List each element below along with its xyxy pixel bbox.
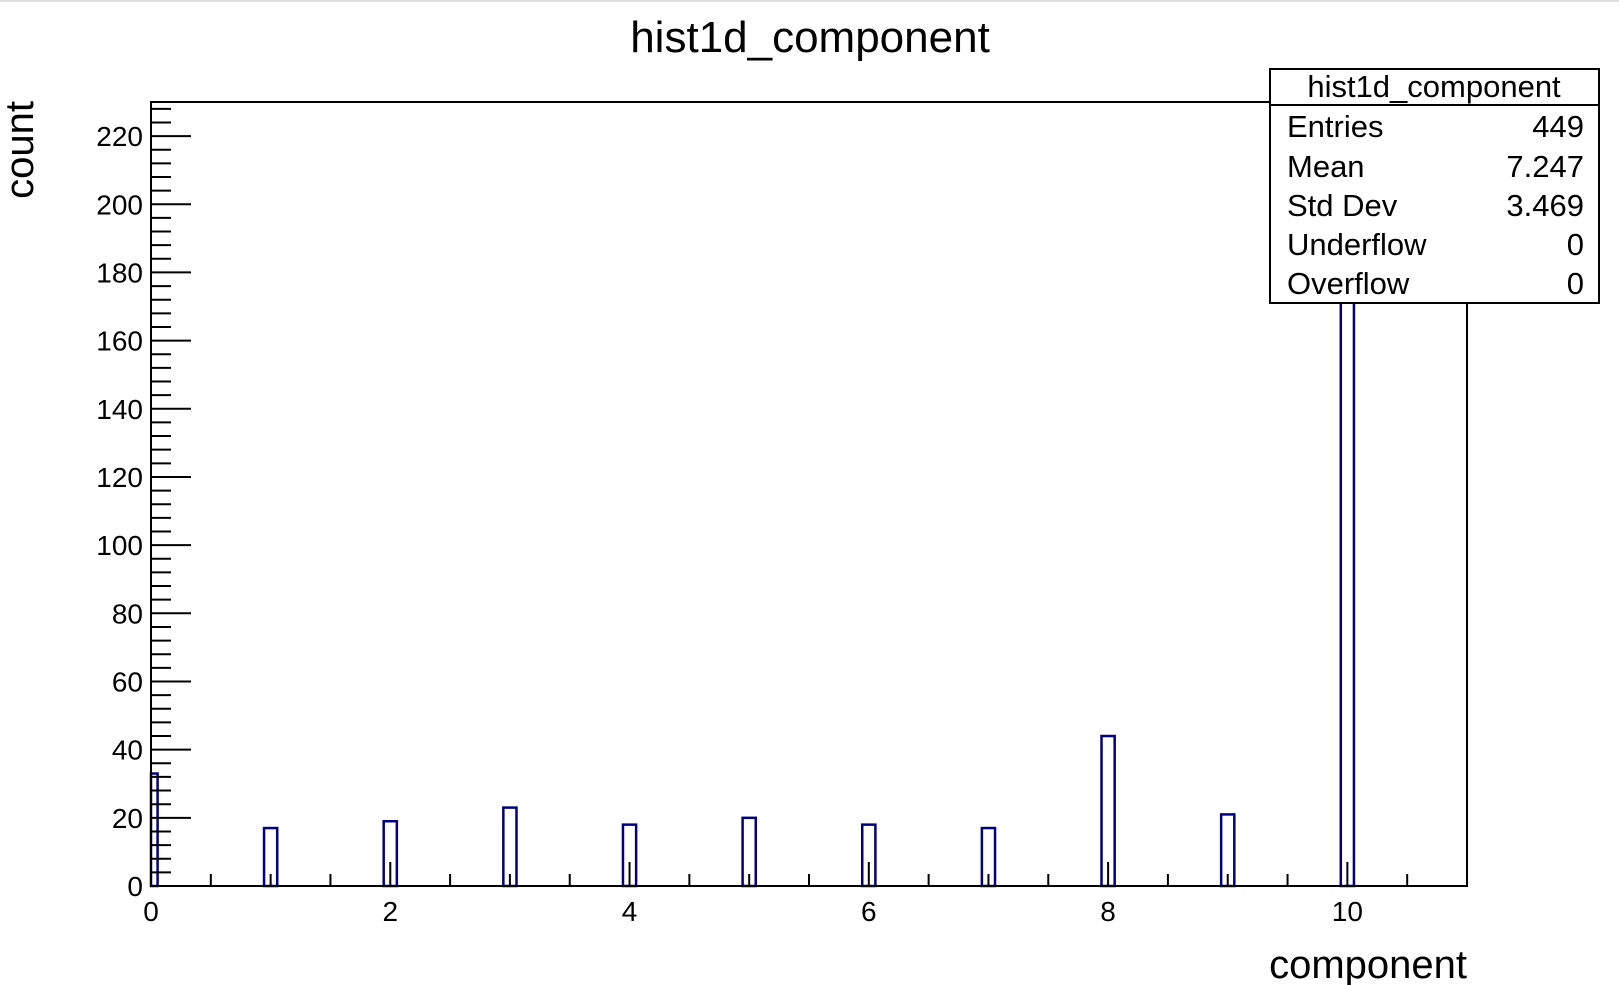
- stats-row-label: Entries: [1287, 109, 1383, 144]
- chart-title: hist1d_component: [630, 13, 990, 62]
- y-tick-label: 40: [112, 735, 143, 766]
- y-tick-label: 160: [96, 326, 143, 357]
- y-tick-label: 220: [96, 121, 143, 152]
- x-tick-label: 4: [622, 896, 638, 927]
- y-tick-label: 180: [96, 257, 143, 288]
- stats-row-value: 3.469: [1506, 188, 1584, 223]
- x-tick-label: 0: [143, 896, 159, 927]
- y-tick-label: 20: [112, 803, 143, 834]
- stats-box: hist1d_component Entries 449 Mean 7.247 Std …: [1269, 68, 1600, 304]
- y-tick-label: 140: [96, 394, 143, 425]
- x-axis-label: component: [1269, 943, 1467, 985]
- x-tick-label: 8: [1100, 896, 1116, 927]
- y-tick-label: 60: [112, 666, 143, 697]
- stats-box-title: hist1d_component: [1307, 69, 1561, 104]
- y-tick-label: 200: [96, 189, 143, 220]
- y-tick-label: 120: [96, 462, 143, 493]
- stats-row-value: 7.247: [1506, 149, 1584, 184]
- stats-row-value: 0: [1567, 227, 1584, 262]
- stats-box-frame: [1269, 68, 1600, 304]
- stats-row-value: 449: [1532, 109, 1584, 144]
- stats-rows: Entries 449 Mean 7.247 Std Dev 3.469 Underflow…: [1287, 109, 1584, 301]
- stats-row-label: Std Dev: [1287, 188, 1398, 223]
- stats-row-value: 0: [1567, 266, 1584, 301]
- stats-row-label: Overflow: [1287, 266, 1410, 301]
- y-axis-label: count: [0, 101, 42, 199]
- y-axis: 0 20 40 60 80 100 120 140 160 180 200 220: [96, 107, 191, 902]
- x-tick-label: 6: [861, 896, 877, 927]
- y-tick-label: 0: [127, 871, 143, 902]
- x-tick-label: 2: [382, 896, 398, 927]
- y-tick-label: 100: [96, 530, 143, 561]
- x-axis: 0 2 4 6 8 10: [143, 862, 1468, 927]
- stats-row-label: Mean: [1287, 149, 1365, 184]
- stats-row-label: Underflow: [1287, 227, 1427, 262]
- y-tick-label: 80: [112, 598, 143, 629]
- x-tick-label: 10: [1332, 896, 1363, 927]
